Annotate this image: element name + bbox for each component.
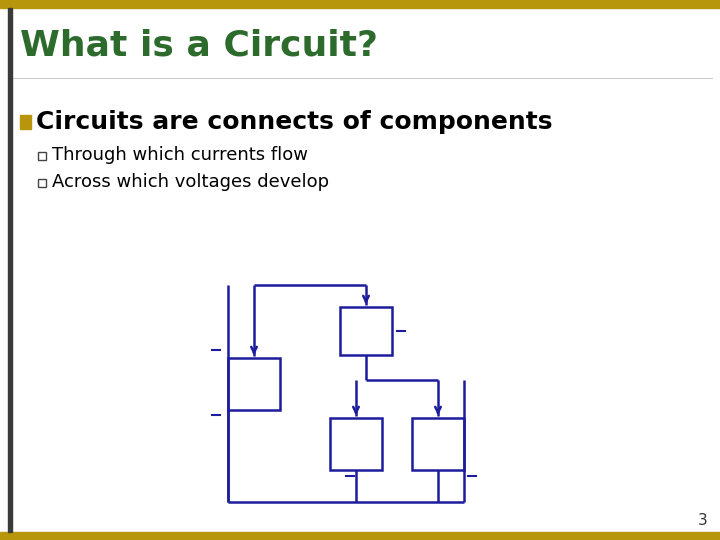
Text: Across which voltages develop: Across which voltages develop: [52, 173, 329, 191]
Bar: [8, 8, 12, 532]
Text: Circuits are connects of components: Circuits are connects of components: [36, 110, 552, 134]
Bar: [330, 418, 382, 470]
Bar: [228, 358, 280, 410]
Text: 3: 3: [698, 513, 708, 528]
Text: What is a Circuit?: What is a Circuit?: [20, 28, 378, 62]
Text: Through which currents flow: Through which currents flow: [52, 146, 308, 164]
Bar: [340, 307, 392, 355]
Bar: [0, 532, 720, 540]
Bar: [20, 115, 31, 129]
Bar: [38, 152, 46, 160]
Bar: [38, 179, 46, 187]
Bar: [0, 0, 720, 8]
Bar: [412, 418, 464, 470]
